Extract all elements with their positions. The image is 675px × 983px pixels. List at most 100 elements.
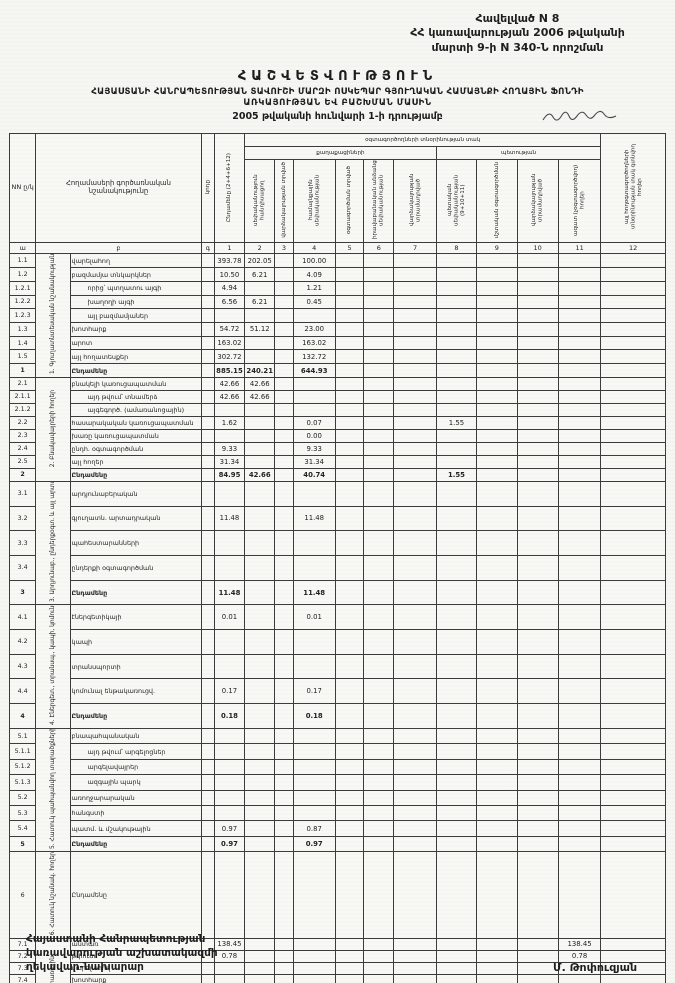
cell-col-12 bbox=[600, 349, 666, 365]
table-row: 3.1 3. Արդյունաբ., ընդերքօգտ. և այլ արտադ… bbox=[8, 480, 666, 606]
row-label: խոտհարք bbox=[69, 973, 202, 983]
number-cell-1: 1 bbox=[213, 242, 246, 255]
table-row: 1.2 բազմամյա տնկարկներ 10.50 6.21 4.09 bbox=[8, 267, 666, 282]
cell-col-3 bbox=[274, 322, 294, 337]
number-cell-3: 3 bbox=[274, 242, 294, 255]
cell-col-7 bbox=[393, 428, 437, 443]
cell-col-3 bbox=[274, 480, 294, 507]
row-code-cell bbox=[200, 389, 215, 404]
cell-col-11 bbox=[557, 389, 602, 404]
cell-col-9 bbox=[476, 308, 518, 324]
cell-col-11 bbox=[557, 804, 602, 822]
cell-col-11 bbox=[557, 480, 602, 507]
cell-col-4: 0.18 bbox=[292, 703, 336, 729]
cell-col-6 bbox=[363, 402, 395, 417]
cell-col-1: 302.72 bbox=[213, 349, 246, 365]
cell-col-5 bbox=[334, 820, 365, 837]
row-code-cell bbox=[200, 280, 215, 296]
cell-col-9 bbox=[476, 703, 518, 729]
cell-col-11 bbox=[557, 253, 602, 269]
cell-col-7 bbox=[393, 804, 437, 822]
cell-col-7 bbox=[393, 949, 437, 963]
table-row: 5.1.2 արգելավայրեր bbox=[8, 758, 666, 776]
cell-col-9 bbox=[476, 973, 518, 983]
cell-col-5 bbox=[334, 835, 365, 853]
cell-col-9 bbox=[476, 554, 518, 581]
cell-col-4 bbox=[292, 851, 336, 939]
cell-col-10 bbox=[516, 389, 559, 404]
cell-col-11 bbox=[557, 349, 602, 365]
col-header-4: համայնքային սեփականության bbox=[292, 158, 336, 244]
cell-col-9 bbox=[476, 280, 518, 296]
cell-col-11 bbox=[557, 835, 602, 853]
col-header-6-label: իրավաբանական անձանց սեփականության bbox=[372, 160, 385, 240]
cell-col-5 bbox=[334, 804, 365, 822]
row-code: 5.1.3 bbox=[8, 774, 37, 791]
row-code: 4.2 bbox=[8, 629, 37, 655]
cell-col-4: 0.97 bbox=[292, 835, 336, 853]
table-row: 4 Ընդամենը 0.18 0.18 bbox=[8, 703, 666, 729]
cell-col-12 bbox=[600, 851, 666, 939]
letter-cell-g: գ bbox=[200, 242, 215, 255]
col-header-code: կոդը bbox=[200, 132, 215, 244]
cell-col-9 bbox=[476, 579, 518, 606]
col-header-code-label: կոդը bbox=[204, 179, 211, 195]
cell-col-1 bbox=[213, 758, 246, 776]
cell-col-6 bbox=[363, 415, 395, 430]
cell-col-4 bbox=[292, 789, 336, 806]
footer-line-2: կառավարության աշխատակազմի bbox=[26, 947, 218, 960]
cell-col-6 bbox=[363, 949, 395, 963]
cell-col-1: 4.94 bbox=[213, 280, 246, 296]
cell-col-2 bbox=[244, 629, 276, 655]
row-label: Ընդամենը bbox=[69, 835, 202, 853]
row-code: 1.5 bbox=[8, 349, 37, 365]
cell-col-12 bbox=[600, 653, 666, 680]
col-header-1-label: Ընդամենը (2+4+6+12) bbox=[226, 152, 233, 222]
row-label: Ընդամենը bbox=[69, 703, 202, 729]
cell-col-6 bbox=[363, 774, 395, 791]
cell-col-10 bbox=[516, 835, 559, 853]
cell-col-12 bbox=[600, 820, 666, 837]
cell-col-12 bbox=[600, 973, 666, 983]
cell-col-1: 0.97 bbox=[213, 820, 246, 837]
col-header-2: սեփականություն հանդիսացող bbox=[244, 158, 276, 244]
cell-col-1: 84.95 bbox=[213, 467, 246, 482]
table-row: 1.1 1. Գյուղատնտեսական նշանակության վարելա… bbox=[8, 253, 666, 378]
row-code-cell bbox=[200, 308, 215, 324]
cell-col-2 bbox=[244, 280, 276, 296]
section-label: 4. Էներգետ., տրանսպ., կապի, կոմունալ ենթ… bbox=[35, 604, 71, 729]
cell-col-8 bbox=[435, 835, 478, 853]
cell-col-2: 42.66 bbox=[244, 389, 276, 404]
row-code-cell bbox=[200, 349, 215, 365]
row-code-cell bbox=[200, 554, 215, 581]
number-cell-8: 8 bbox=[435, 242, 478, 255]
cell-col-12 bbox=[600, 389, 666, 404]
cell-col-11 bbox=[557, 454, 602, 469]
row-code-cell bbox=[200, 789, 215, 806]
cell-col-4 bbox=[292, 973, 336, 983]
cell-col-8 bbox=[435, 253, 478, 269]
row-code: 1.2 bbox=[8, 267, 37, 282]
cell-col-9 bbox=[476, 454, 518, 469]
col-header-3-label: վարձակալության տրված bbox=[280, 162, 287, 238]
cell-col-1: 6.56 bbox=[213, 294, 246, 310]
cell-col-9 bbox=[476, 505, 518, 532]
cell-col-7 bbox=[393, 415, 437, 430]
cell-col-12 bbox=[600, 727, 666, 745]
number-cell-5: 5 bbox=[334, 242, 365, 255]
cell-col-10 bbox=[516, 415, 559, 430]
row-code: 4.4 bbox=[8, 678, 37, 705]
row-code-cell bbox=[200, 579, 215, 606]
col-header-8: պետական սեփականության (9+10+11) bbox=[435, 158, 478, 244]
table-row: 1.2.3 այլ բազմամյաներ bbox=[8, 308, 666, 324]
cell-col-7 bbox=[393, 629, 437, 655]
table-row: 4.2 կապի bbox=[8, 629, 666, 655]
cell-col-2 bbox=[244, 428, 276, 443]
row-code: 5 bbox=[8, 835, 37, 853]
table-body: 1.1 1. Գյուղատնտեսական նշանակության վարելա… bbox=[8, 253, 666, 983]
row-code-cell bbox=[200, 835, 215, 853]
cell-col-10 bbox=[516, 973, 559, 983]
appendix-number: Հավելված N 8 bbox=[475, 12, 560, 25]
cell-col-10 bbox=[516, 280, 559, 296]
cell-col-12 bbox=[600, 530, 666, 556]
